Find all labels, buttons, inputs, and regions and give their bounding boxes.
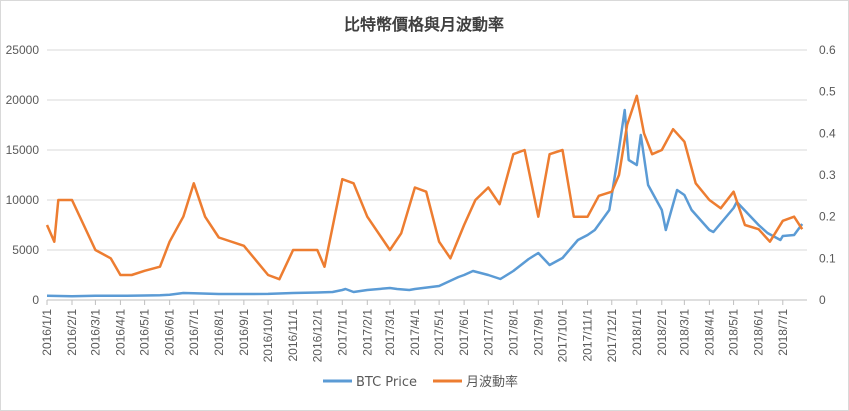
right-tick-label: 0.3 — [819, 168, 836, 182]
right-tick-label: 0.5 — [819, 85, 836, 99]
x-tick-label: 2018/4/1 — [702, 309, 716, 356]
x-tick-label: 2017/3/1 — [383, 309, 397, 356]
series-lines — [45, 94, 804, 298]
left-tick-label: 0 — [32, 293, 39, 307]
left-tick-label: 5000 — [12, 243, 39, 257]
right-axis-ticks: 0 0.1 0.2 0.3 0.4 0.5 0.6 — [819, 43, 836, 307]
right-tick-label: 0.2 — [819, 210, 836, 224]
x-tick-label: 2018/7/1 — [776, 309, 790, 356]
left-tick-label: 10000 — [6, 193, 40, 207]
x-tick-label: 2016/6/1 — [163, 309, 177, 356]
x-tick-label: 2018/1/1 — [630, 309, 644, 356]
x-tick-label: 2016/12/1 — [310, 309, 324, 363]
right-tick-label: 0.1 — [819, 251, 836, 265]
legend-label-volatility: 月波動率 — [466, 374, 518, 390]
x-tick-label: 2016/2/1 — [65, 309, 79, 356]
volatility-line — [45, 94, 804, 281]
x-tick-label: 2017/1/1 — [335, 309, 349, 356]
x-tick-label: 2017/5/1 — [432, 309, 446, 356]
gridlines — [47, 49, 807, 301]
x-tick-label: 2016/1/1 — [40, 309, 54, 356]
x-tick-label: 2017/12/1 — [605, 309, 619, 363]
x-tick-label: 2017/9/1 — [531, 309, 545, 356]
chart-title: 比特幣價格與月波動率 — [344, 15, 504, 34]
x-axis-ticks: 2016/1/1 2016/2/1 2016/3/1 2016/4/1 2016/5/1… — [40, 300, 790, 362]
x-tick-label: 2017/11/1 — [581, 309, 595, 362]
left-tick-label: 25000 — [6, 43, 40, 57]
x-tick-label: 2016/5/1 — [138, 309, 152, 356]
x-tick-label: 2017/4/1 — [408, 309, 422, 356]
x-tick-label: 2016/7/1 — [187, 309, 201, 356]
left-tick-label: 20000 — [6, 93, 40, 107]
x-tick-label: 2016/9/1 — [237, 309, 251, 356]
x-tick-label: 2017/10/1 — [556, 309, 570, 363]
x-tick-label: 2016/4/1 — [113, 309, 127, 356]
x-tick-label: 2017/6/1 — [457, 309, 471, 356]
x-tick-label: 2018/3/1 — [677, 309, 691, 356]
x-tick-label: 2017/7/1 — [481, 309, 495, 356]
x-tick-label: 2018/2/1 — [655, 309, 669, 356]
x-tick-label: 2016/3/1 — [88, 309, 102, 356]
x-tick-label: 2016/10/1 — [261, 309, 275, 363]
x-tick-label: 2017/2/1 — [360, 309, 374, 356]
x-tick-label: 2018/5/1 — [727, 309, 741, 356]
legend-label-btc-price: BTC Price — [356, 375, 417, 390]
legend: BTC Price 月波動率 — [323, 374, 518, 390]
x-tick-label: 2017/8/1 — [506, 309, 520, 356]
x-tick-label: 2016/11/1 — [286, 309, 300, 362]
right-tick-label: 0.6 — [819, 43, 836, 57]
right-tick-label: 0.4 — [819, 126, 836, 140]
left-axis-ticks: 0 5000 10000 15000 20000 25000 — [6, 43, 40, 307]
x-tick-label: 2016/8/1 — [212, 309, 226, 356]
left-tick-label: 15000 — [6, 143, 40, 157]
x-tick-label: 2018/6/1 — [752, 309, 766, 356]
right-tick-label: 0 — [819, 293, 826, 307]
btc-price-line — [46, 108, 804, 298]
